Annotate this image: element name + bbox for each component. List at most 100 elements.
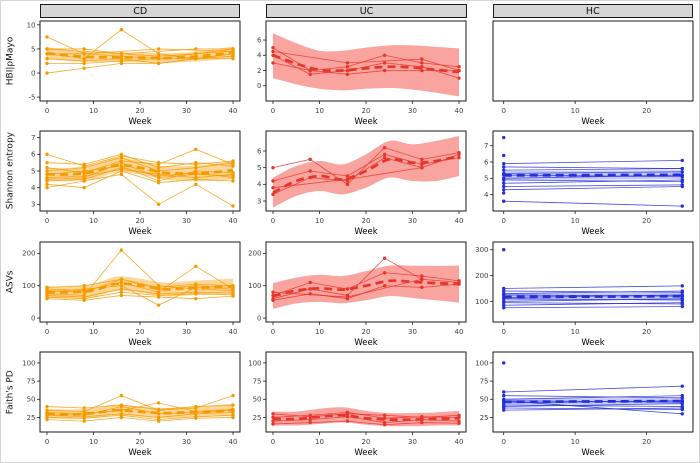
svg-text:3: 3 [31,201,35,209]
svg-text:6: 6 [484,159,489,167]
svg-text:Week: Week [128,227,151,237]
facet-header-label: CD [133,5,148,17]
svg-text:Week: Week [128,117,151,127]
facet-header-cd: CD [40,4,241,18]
svg-text:Week: Week [355,448,378,458]
svg-text:20: 20 [136,438,145,446]
svg-text:7: 7 [484,142,488,150]
panel-asvs-uc: 0 100 200 0 10 20 30 40 Week [246,240,470,350]
svg-text:10: 10 [89,217,98,225]
svg-text:0: 0 [31,69,35,77]
facet-header-uc: UC [266,4,467,18]
svg-text:100: 100 [248,282,261,290]
svg-text:40: 40 [455,217,464,225]
svg-text:0: 0 [501,438,505,446]
svg-text:20: 20 [362,438,371,446]
svg-text:4: 4 [484,191,489,199]
svg-text:100: 100 [22,359,35,367]
panel-hbipmayo-uc: 0 2 4 6 0 10 20 30 40 Week [246,19,470,129]
svg-text:0: 0 [45,217,49,225]
svg-text:40: 40 [455,107,464,115]
svg-text:10: 10 [315,328,324,336]
chart-HC-row3: 25 50 75 100 0 10 20 Week [475,351,694,458]
svg-text:4: 4 [31,184,36,192]
svg-text:25: 25 [253,414,262,422]
svg-text:4: 4 [257,181,262,189]
y-axis-title-text: Shannon entropy [5,132,16,210]
svg-text:4: 4 [257,52,262,60]
svg-text:5: 5 [257,164,261,172]
svg-text:6: 6 [257,36,262,44]
svg-text:20: 20 [642,107,651,115]
svg-text:30: 30 [408,438,417,446]
chart-CD-row3: 25 50 75 100 0 10 20 30 40 Week [22,351,241,458]
svg-text:30: 30 [182,107,191,115]
panel-asvs-hc: 100 200 300 0 10 20 Week [473,240,697,350]
svg-text:0: 0 [501,328,505,336]
svg-text:10: 10 [315,107,324,115]
facet-header-label: HC [585,5,600,17]
svg-text:0: 0 [271,328,275,336]
svg-text:30: 30 [408,107,417,115]
panel-hbipmayo-hc: 0 10 20 Week [473,19,697,129]
svg-text:5: 5 [484,175,488,183]
chart-CD-row0: -5 0 5 10 0 10 20 30 40 Week [27,20,241,127]
svg-text:Week: Week [128,338,151,348]
svg-text:-5: -5 [29,94,36,102]
chart-UC-row3: 25 50 75 100 0 10 20 30 40 Week [248,351,467,458]
svg-text:0: 0 [271,438,275,446]
svg-text:0: 0 [45,328,49,336]
chart-HC-row0: 0 10 20 Week [492,20,694,127]
svg-text:0: 0 [501,107,505,115]
y-axis-title-shannon-entropy: Shannon entropy [3,129,18,239]
y-axis-title-hbi-pmayo: HBI|pMayo [3,19,18,129]
facet-header-hc: HC [492,4,693,18]
y-axis-title-faiths-pd: Faith's PD [3,350,18,460]
svg-text:10: 10 [27,21,36,29]
svg-text:Week: Week [581,117,604,127]
svg-text:Week: Week [355,117,378,127]
panel-shannon-uc: 3 4 5 6 0 10 20 30 40 Week [246,129,470,239]
chart-UC-row2: 0 100 200 0 10 20 30 40 Week [248,241,467,348]
svg-text:0: 0 [45,438,49,446]
svg-text:50: 50 [253,395,262,403]
svg-text:20: 20 [362,328,371,336]
chart-UC-row0: 0 2 4 6 0 10 20 30 40 Week [257,20,467,127]
panel-faithspd-cd: 25 50 75 100 0 10 20 30 40 Week [20,350,244,460]
svg-text:30: 30 [182,217,191,225]
svg-text:20: 20 [642,217,651,225]
panel-shannon-cd: 3 4 5 6 7 0 10 20 30 40 Week [20,129,244,239]
y-axis-title-text: HBI|pMayo [5,36,16,86]
svg-text:0: 0 [501,217,505,225]
svg-text:100: 100 [475,359,488,367]
svg-text:200: 200 [248,249,261,257]
svg-text:40: 40 [229,438,238,446]
svg-text:10: 10 [570,328,579,336]
panel-faithspd-hc: 25 50 75 100 0 10 20 Week [473,350,697,460]
svg-text:0: 0 [257,314,261,322]
svg-text:Week: Week [581,448,604,458]
panel-hbipmayo-cd: -5 0 5 10 0 10 20 30 40 Week [20,19,244,129]
chart-CD-row2: 0 100 200 0 10 20 30 40 Week [22,241,241,348]
svg-text:30: 30 [182,438,191,446]
y-axis-title-text: Faith's PD [5,369,16,414]
svg-text:300: 300 [475,246,488,254]
svg-text:20: 20 [136,217,145,225]
svg-text:40: 40 [229,217,238,225]
svg-text:30: 30 [408,328,417,336]
svg-text:20: 20 [642,438,651,446]
svg-text:Week: Week [581,227,604,237]
svg-text:75: 75 [479,377,488,385]
svg-text:6: 6 [257,148,262,156]
svg-text:2: 2 [257,67,261,75]
svg-text:10: 10 [315,217,324,225]
svg-text:10: 10 [315,438,324,446]
svg-text:6: 6 [31,151,36,159]
svg-text:10: 10 [570,217,579,225]
panel-faithspd-uc: 25 50 75 100 0 10 20 30 40 Week [246,350,470,460]
svg-text:Week: Week [355,338,378,348]
svg-text:40: 40 [229,328,238,336]
chart-CD-row1: 3 4 5 6 7 0 10 20 30 40 Week [31,130,241,237]
corner-spacer [3,3,18,19]
